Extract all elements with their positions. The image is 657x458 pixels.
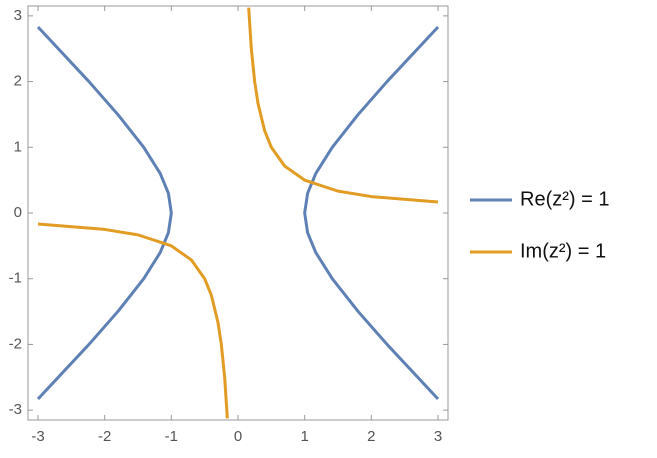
y-tick-label: -1 xyxy=(9,270,22,287)
curve xyxy=(37,7,439,419)
x-tick-label: -3 xyxy=(31,428,44,445)
x-tick-label: 1 xyxy=(300,428,308,445)
x-tick-label: 3 xyxy=(434,428,442,445)
legend-label: Re(z²) = 1 xyxy=(520,188,609,210)
y-tick-label: 0 xyxy=(14,204,22,221)
y-tick-label: 3 xyxy=(14,7,22,24)
x-tick-label: 0 xyxy=(234,428,242,445)
y-tick-label: -2 xyxy=(9,335,22,352)
x-tick-label: -2 xyxy=(98,428,111,445)
curves xyxy=(36,7,440,419)
x-tick-label: 2 xyxy=(367,428,375,445)
y-tick-label: 2 xyxy=(14,73,22,90)
legend-label: Im(z²) = 1 xyxy=(520,240,606,262)
x-tick-label: -1 xyxy=(165,428,178,445)
y-tick-label: -3 xyxy=(9,401,22,418)
curve xyxy=(36,26,440,400)
plot-frame xyxy=(27,5,449,421)
y-tick-label: 1 xyxy=(14,138,22,155)
